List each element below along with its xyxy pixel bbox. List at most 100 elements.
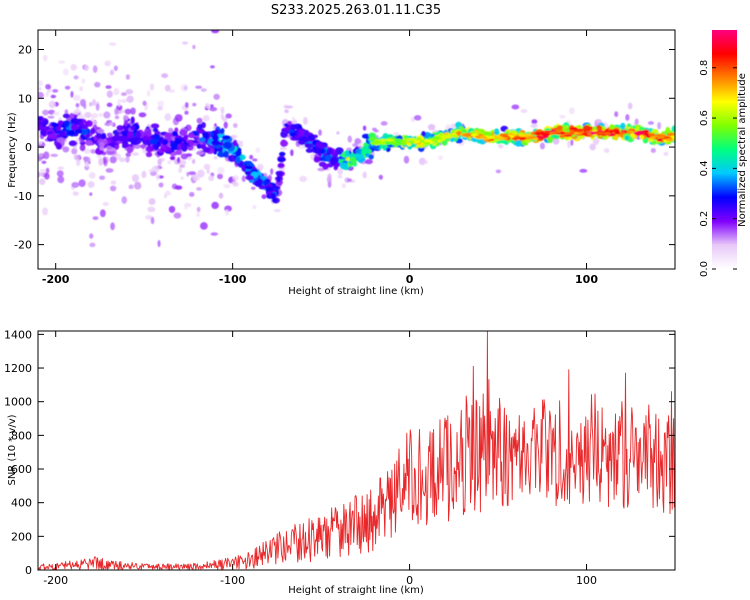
spectral-blob bbox=[261, 194, 267, 200]
spectral-blob bbox=[90, 149, 96, 154]
spectral-blob bbox=[180, 176, 184, 180]
spectral-blob bbox=[211, 30, 220, 34]
spectral-blob bbox=[276, 171, 283, 177]
spectral-blob bbox=[302, 116, 308, 125]
spectral-core bbox=[554, 128, 563, 132]
colorbar: 0.0 0.2 0.4 0.6 0.8 Normalized spectral ampl… bbox=[699, 30, 748, 277]
spectral-blob bbox=[603, 148, 610, 154]
spectral-blob bbox=[62, 113, 71, 119]
spectral-blob bbox=[328, 147, 333, 155]
spectral-blob bbox=[161, 73, 169, 79]
spectral-blob bbox=[222, 141, 232, 150]
spectral-blob bbox=[79, 86, 84, 92]
spectral-blob bbox=[223, 183, 231, 189]
spectral-blob bbox=[154, 143, 160, 151]
spectral-blob bbox=[304, 143, 314, 149]
spectral-blob bbox=[124, 108, 132, 115]
spectral-blob bbox=[663, 151, 669, 156]
spectral-blob bbox=[168, 205, 176, 213]
spectral-blob bbox=[50, 122, 60, 128]
spectral-blob bbox=[356, 154, 365, 160]
spectral-blob bbox=[297, 140, 306, 145]
spectral-core bbox=[487, 135, 496, 139]
spectral-blob bbox=[195, 85, 203, 89]
spectral-core bbox=[526, 136, 533, 140]
spectral-blob bbox=[352, 143, 359, 147]
spectral-blob bbox=[47, 133, 53, 139]
spectral-blob bbox=[83, 124, 89, 131]
spectral-blob bbox=[298, 144, 306, 150]
spectral-blob bbox=[671, 125, 675, 133]
spectral-blob bbox=[145, 151, 153, 158]
spectral-blob bbox=[196, 143, 202, 149]
spectral-blob bbox=[239, 140, 244, 148]
spectral-blob bbox=[81, 78, 86, 84]
spectral-blob bbox=[56, 137, 66, 143]
spectral-blob bbox=[74, 129, 83, 134]
spectral-blob bbox=[213, 156, 218, 160]
spectral-blob bbox=[313, 134, 318, 139]
spectral-blob bbox=[344, 149, 350, 158]
spectral-blob bbox=[254, 179, 263, 187]
spectral-blob bbox=[287, 120, 293, 126]
spectral-core bbox=[441, 135, 448, 139]
spectral-blob bbox=[500, 140, 509, 144]
spectral-blob bbox=[150, 216, 155, 225]
spectral-blob bbox=[609, 124, 615, 131]
spectral-blob bbox=[245, 174, 255, 181]
spectral-blob bbox=[90, 128, 96, 135]
spectral-blob bbox=[70, 124, 79, 131]
spectral-blob bbox=[102, 156, 107, 165]
spectral-blob bbox=[368, 132, 377, 139]
spectral-blob bbox=[568, 107, 575, 115]
spectral-blob bbox=[350, 156, 357, 164]
spectral-blob bbox=[160, 144, 169, 152]
y-tick-label: 1200 bbox=[4, 362, 32, 375]
spectral-core bbox=[549, 131, 558, 135]
spectral-blob bbox=[252, 158, 258, 162]
spectral-blob bbox=[48, 100, 56, 109]
spectral-blob bbox=[94, 81, 101, 88]
spectral-blob bbox=[270, 168, 274, 175]
spectral-blob bbox=[337, 175, 343, 179]
spectral-blob bbox=[106, 145, 112, 150]
spectral-blob bbox=[38, 87, 42, 91]
spectral-blob bbox=[89, 233, 94, 239]
spectral-blob bbox=[168, 89, 176, 93]
spectral-blob bbox=[378, 174, 383, 180]
spectral-blob bbox=[174, 185, 183, 190]
spectral-blob bbox=[361, 148, 367, 156]
spectral-blob bbox=[174, 114, 183, 122]
spectral-blob bbox=[98, 142, 105, 148]
spectral-blob bbox=[44, 172, 50, 180]
spectral-blob bbox=[495, 169, 502, 174]
spectral-core bbox=[475, 135, 482, 139]
spectral-blob bbox=[142, 139, 151, 146]
spectral-blob bbox=[148, 169, 156, 173]
spectral-core bbox=[423, 139, 433, 143]
spectral-blob bbox=[134, 144, 141, 150]
spectral-blob bbox=[579, 168, 588, 173]
spectral-blob bbox=[109, 185, 117, 192]
spectrogram-x-axis-label: Height of straight line (km) bbox=[288, 286, 424, 297]
spectral-blob bbox=[95, 133, 103, 139]
spectral-blob bbox=[221, 135, 231, 140]
spectral-blob bbox=[120, 109, 125, 114]
spectral-blob bbox=[41, 160, 47, 164]
spectral-blob bbox=[144, 130, 152, 137]
spectral-blob bbox=[361, 133, 371, 139]
spectral-core bbox=[596, 131, 606, 135]
spectral-blob bbox=[72, 191, 79, 196]
spectral-blob bbox=[38, 91, 44, 99]
spectral-blob bbox=[647, 121, 655, 125]
spectral-blob bbox=[413, 115, 422, 121]
chart-title: S233.2025.263.01.11.C35 bbox=[271, 3, 441, 18]
spectral-blob bbox=[651, 140, 657, 146]
spectral-blob bbox=[158, 182, 164, 188]
spectral-blob bbox=[223, 121, 228, 129]
spectral-blob bbox=[149, 83, 154, 91]
spectral-blob bbox=[614, 111, 619, 118]
spectral-blob bbox=[64, 120, 70, 128]
spectral-blob bbox=[162, 139, 169, 145]
spectral-blob bbox=[99, 175, 106, 180]
